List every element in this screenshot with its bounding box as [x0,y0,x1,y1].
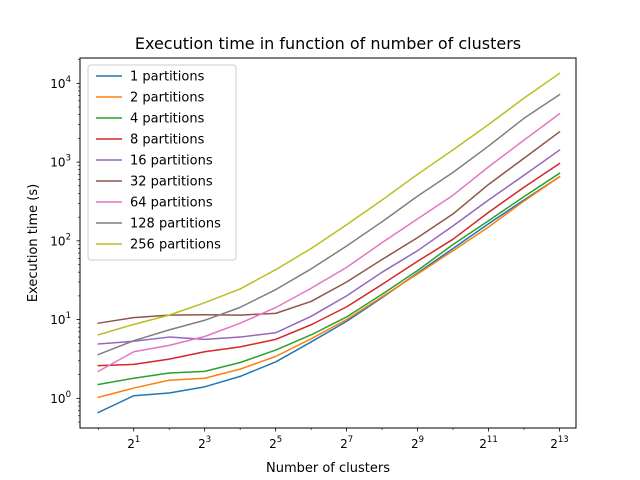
legend-label: 128 partitions [130,217,221,232]
legend: 1 partitions 2 partitions 4 partitions 8 pa… [87,64,237,261]
legend-label: 64 partitions [130,196,213,211]
legend-label: 4 partitions [130,112,205,127]
series-line-32-partitions [97,130,561,325]
y-tick-label: 102 [50,232,71,248]
y-tick-label: 104 [50,75,71,91]
y-axis-label: Execution time (s) [26,184,41,302]
series-line-1-partitions [97,175,561,414]
legend-label: 32 partitions [130,175,213,190]
series-line-256-partitions [97,72,561,336]
plot-area-frame [79,57,577,429]
series-line-64-partitions [97,112,561,373]
y-axis-ticks: 100 101 102 103 104 [50,59,80,423]
legend-label: 8 partitions [130,133,205,148]
x-axis-label: Number of clusters [266,461,390,476]
legend-label: 2 partitions [130,91,205,106]
y-tick-label: 100 [50,390,71,406]
y-tick-label: 103 [50,154,71,170]
legend-label: 16 partitions [130,154,213,169]
legend-label: 256 partitions [130,238,221,253]
series-layer [97,72,561,414]
legend-box [87,64,237,261]
chart-title: Execution time in function of number of … [135,34,521,53]
series-line-128-partitions [97,93,561,356]
series-line-4-partitions [97,172,561,386]
series-line-2-partitions [97,175,561,399]
y-tick-label: 101 [50,311,71,327]
legend-label: 1 partitions [130,70,205,85]
series-line-8-partitions [97,162,561,367]
series-line-16-partitions [97,149,561,345]
